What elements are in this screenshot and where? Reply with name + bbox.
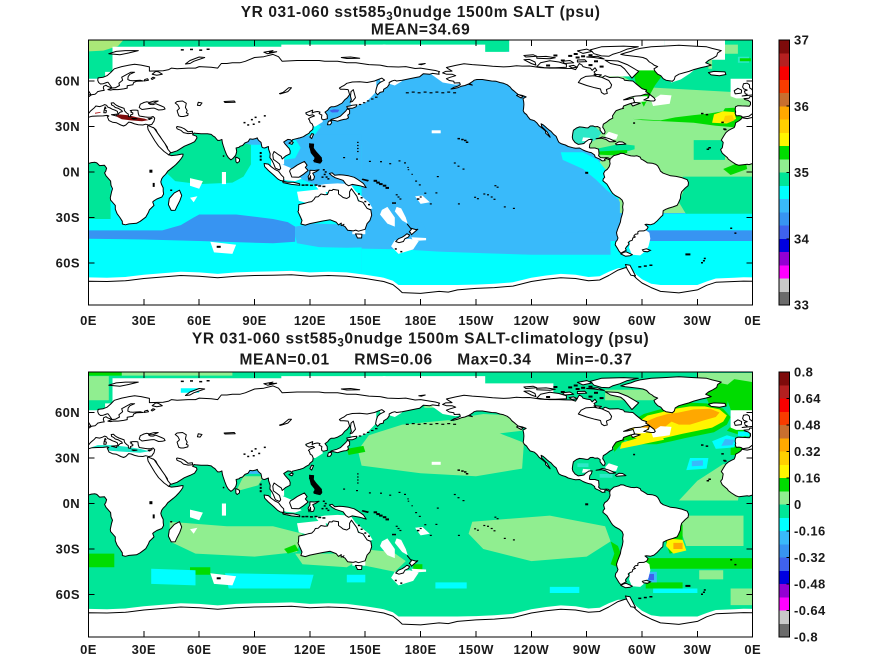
svg-text:60E: 60E	[187, 642, 211, 657]
svg-text:-0.32: -0.32	[794, 550, 826, 565]
svg-text:35: 35	[794, 165, 809, 180]
svg-text:30N: 30N	[55, 119, 80, 134]
svg-text:30S: 30S	[56, 542, 80, 557]
svg-text:90E: 90E	[242, 313, 266, 328]
svg-text:0N: 0N	[63, 496, 80, 511]
svg-text:0E: 0E	[744, 313, 761, 328]
svg-text:0N: 0N	[63, 165, 80, 180]
svg-text:MEAN=0.01 RMS=0.06 Max: MEAN=0.01 RMS=0.06 Max=0.34 Min=-0.37	[240, 352, 633, 369]
svg-text:30W: 30W	[683, 642, 711, 657]
svg-text:60W: 60W	[628, 313, 656, 328]
svg-text:150E: 150E	[349, 313, 381, 328]
svg-text:60N: 60N	[55, 74, 80, 89]
svg-text:-0.64: -0.64	[794, 603, 826, 618]
svg-text:60N: 60N	[55, 405, 80, 420]
svg-text:60S: 60S	[56, 256, 80, 271]
svg-text:37: 37	[794, 33, 809, 48]
svg-text:YR 031-060 sst58530nudge 1500m: YR 031-060 sst58530nudge 1500m SALT (psu…	[241, 4, 601, 23]
svg-text:30N: 30N	[55, 451, 80, 466]
svg-text:33: 33	[794, 298, 809, 313]
svg-text:180E: 180E	[405, 642, 437, 657]
svg-text:120W: 120W	[514, 313, 550, 328]
svg-text:-0.16: -0.16	[794, 524, 826, 539]
svg-text:0: 0	[794, 497, 802, 512]
svg-text:90W: 90W	[573, 313, 601, 328]
svg-text:0E: 0E	[80, 642, 97, 657]
svg-text:120E: 120E	[294, 642, 326, 657]
svg-text:150W: 150W	[458, 313, 494, 328]
svg-text:150W: 150W	[458, 642, 494, 657]
svg-text:0.32: 0.32	[794, 444, 821, 459]
svg-text:30E: 30E	[132, 313, 156, 328]
svg-text:90E: 90E	[242, 642, 266, 657]
svg-text:34: 34	[794, 231, 810, 246]
svg-text:MEAN=34.69: MEAN=34.69	[371, 22, 470, 39]
svg-text:YR 031-060 sst58530nudge 1500m: YR 031-060 sst58530nudge 1500m SALT-clim…	[192, 331, 649, 350]
svg-text:60W: 60W	[628, 642, 656, 657]
svg-text:60E: 60E	[187, 313, 211, 328]
svg-text:30E: 30E	[132, 642, 156, 657]
svg-text:0.64: 0.64	[794, 391, 821, 406]
svg-text:180E: 180E	[405, 313, 437, 328]
svg-text:36: 36	[794, 99, 809, 114]
svg-text:90W: 90W	[573, 642, 601, 657]
svg-text:-0.8: -0.8	[794, 630, 818, 645]
svg-text:30W: 30W	[683, 313, 711, 328]
svg-text:0.8: 0.8	[794, 365, 813, 380]
svg-text:120W: 120W	[514, 642, 550, 657]
svg-text:0E: 0E	[744, 642, 761, 657]
svg-text:120E: 120E	[294, 313, 326, 328]
svg-text:0E: 0E	[80, 313, 97, 328]
svg-text:150E: 150E	[349, 642, 381, 657]
svg-text:60S: 60S	[56, 587, 80, 602]
svg-text:0.48: 0.48	[794, 418, 821, 433]
svg-text:0.16: 0.16	[794, 471, 821, 486]
svg-text:-0.48: -0.48	[794, 577, 826, 592]
svg-text:30S: 30S	[56, 210, 80, 225]
